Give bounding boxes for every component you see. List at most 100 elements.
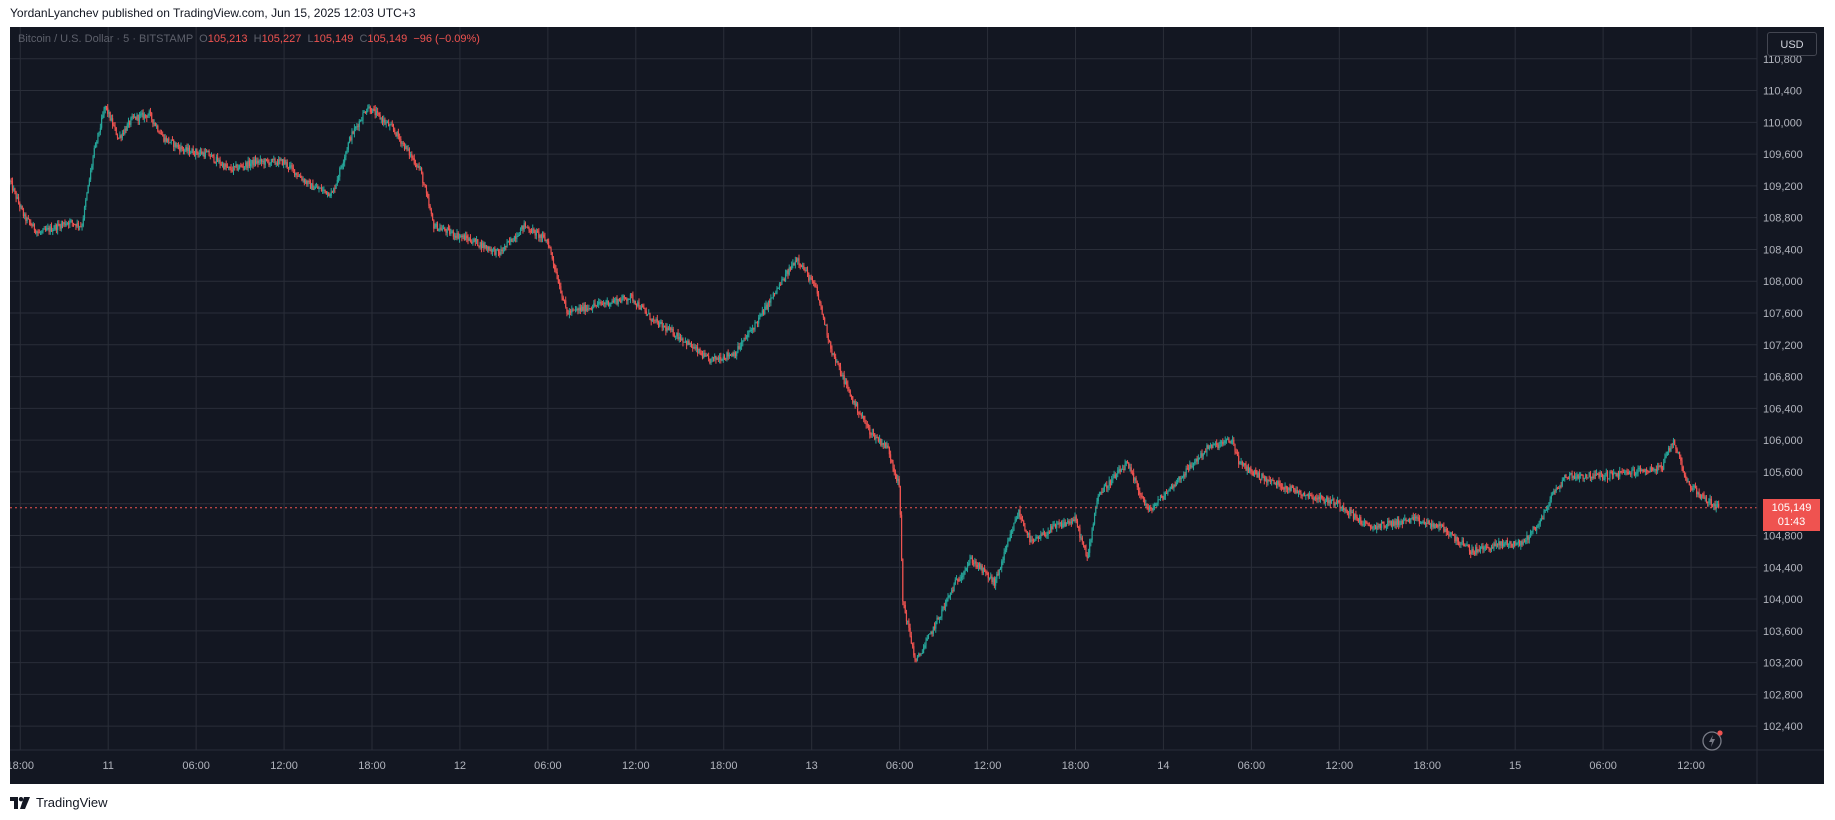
candle-body [1042,532,1044,535]
candle-body [1173,484,1175,489]
candle-body [196,149,198,154]
candle-body [1543,510,1545,520]
candle-body [176,144,178,147]
candle-body [121,132,123,138]
candle-body [574,309,577,311]
candle-body [1344,509,1346,511]
candle-body [31,225,33,227]
candle-body [1318,496,1320,500]
candle-body [1279,483,1281,487]
candle-body [1598,474,1600,478]
candle-body [1108,480,1110,486]
candle-body [1404,518,1406,520]
candle-body [14,188,16,192]
candle-body [1680,456,1682,461]
candle-body [170,139,172,143]
chart-panel[interactable]: 110,800 110,400 110,000 109,600 109,200 108,8… [10,27,1824,784]
candle-body [918,654,920,657]
candle-body [1633,469,1635,476]
candle-body [1223,443,1225,445]
candle-body [589,308,591,310]
candles-layer [10,104,1757,663]
candle-body [1008,539,1010,542]
candle-body [828,340,831,343]
candle-body [800,265,803,268]
candle-body [550,248,552,253]
candle-body [849,390,851,397]
candle-body [1347,513,1350,515]
candle-body [15,191,17,199]
candle-body [512,241,514,243]
candle-body [1582,474,1584,480]
lightning-replay-icon[interactable] [1700,727,1726,758]
candle-body [1354,513,1356,519]
candle-body [761,310,763,315]
candle-body [1109,480,1112,486]
candle-body [1071,519,1074,523]
candle-body [638,302,640,309]
candle-body [1195,458,1197,462]
candle-body [858,412,860,414]
candle-body [400,138,402,144]
candle-body [521,225,523,229]
candle-body [352,131,354,134]
candle-body [163,134,165,142]
candle-body [809,277,811,281]
candle-body [1317,496,1319,500]
candle-body [1295,489,1297,493]
candle-body [175,142,177,147]
candle-body [101,117,103,128]
candle-body [1571,473,1573,479]
candle-body [149,111,152,113]
candle-body [933,626,936,629]
candle-body [940,616,942,618]
candle-body [1692,486,1694,490]
candle-body [65,223,67,226]
currency-button[interactable]: USD [1767,32,1817,56]
candle-body [1288,487,1290,490]
candle-body [433,220,435,229]
candle-body [212,154,214,156]
candle-body [980,565,982,569]
candle-body [1516,543,1518,545]
price-chart[interactable]: 110,800 110,400 110,000 109,600 109,200 108,8… [10,27,1824,784]
candle-body [25,214,27,221]
y-tick-label: 107,600 [1763,308,1803,320]
candle-body [224,164,226,169]
candle-body [1573,475,1576,479]
candle-body [28,219,31,223]
candle-body [1367,523,1369,526]
candle-body [852,396,854,403]
x-tick-label: 18:00 [10,760,34,772]
candle-body [996,573,998,579]
candle-body [1488,547,1490,550]
candle-body [345,152,347,158]
candle-body [921,653,923,655]
candle-body [703,352,705,359]
candle-body [92,156,94,166]
candle-body [1632,469,1634,471]
candle-body [1628,473,1631,475]
candle-body [1304,492,1306,496]
candle-body [480,242,483,249]
candle-body [791,265,793,270]
candle-body [628,298,630,300]
candle-body [935,621,937,629]
candle-body [1230,440,1232,443]
candle-body [1153,505,1155,508]
candle-body [1119,469,1121,473]
candle-body [848,388,850,391]
y-tick-label: 108,800 [1763,213,1803,225]
candle-body [226,166,228,168]
candle-body [204,151,207,157]
candle-body [770,297,772,303]
candle-body [103,109,105,116]
x-tick-label: 18:00 [710,760,738,772]
legend-open-prefix: O [199,33,208,45]
candle-body [110,118,112,121]
candle-body [435,223,437,228]
candle-body [887,445,889,448]
candle-body [1261,473,1263,480]
candle-body [682,338,684,343]
candle-body [975,561,977,566]
